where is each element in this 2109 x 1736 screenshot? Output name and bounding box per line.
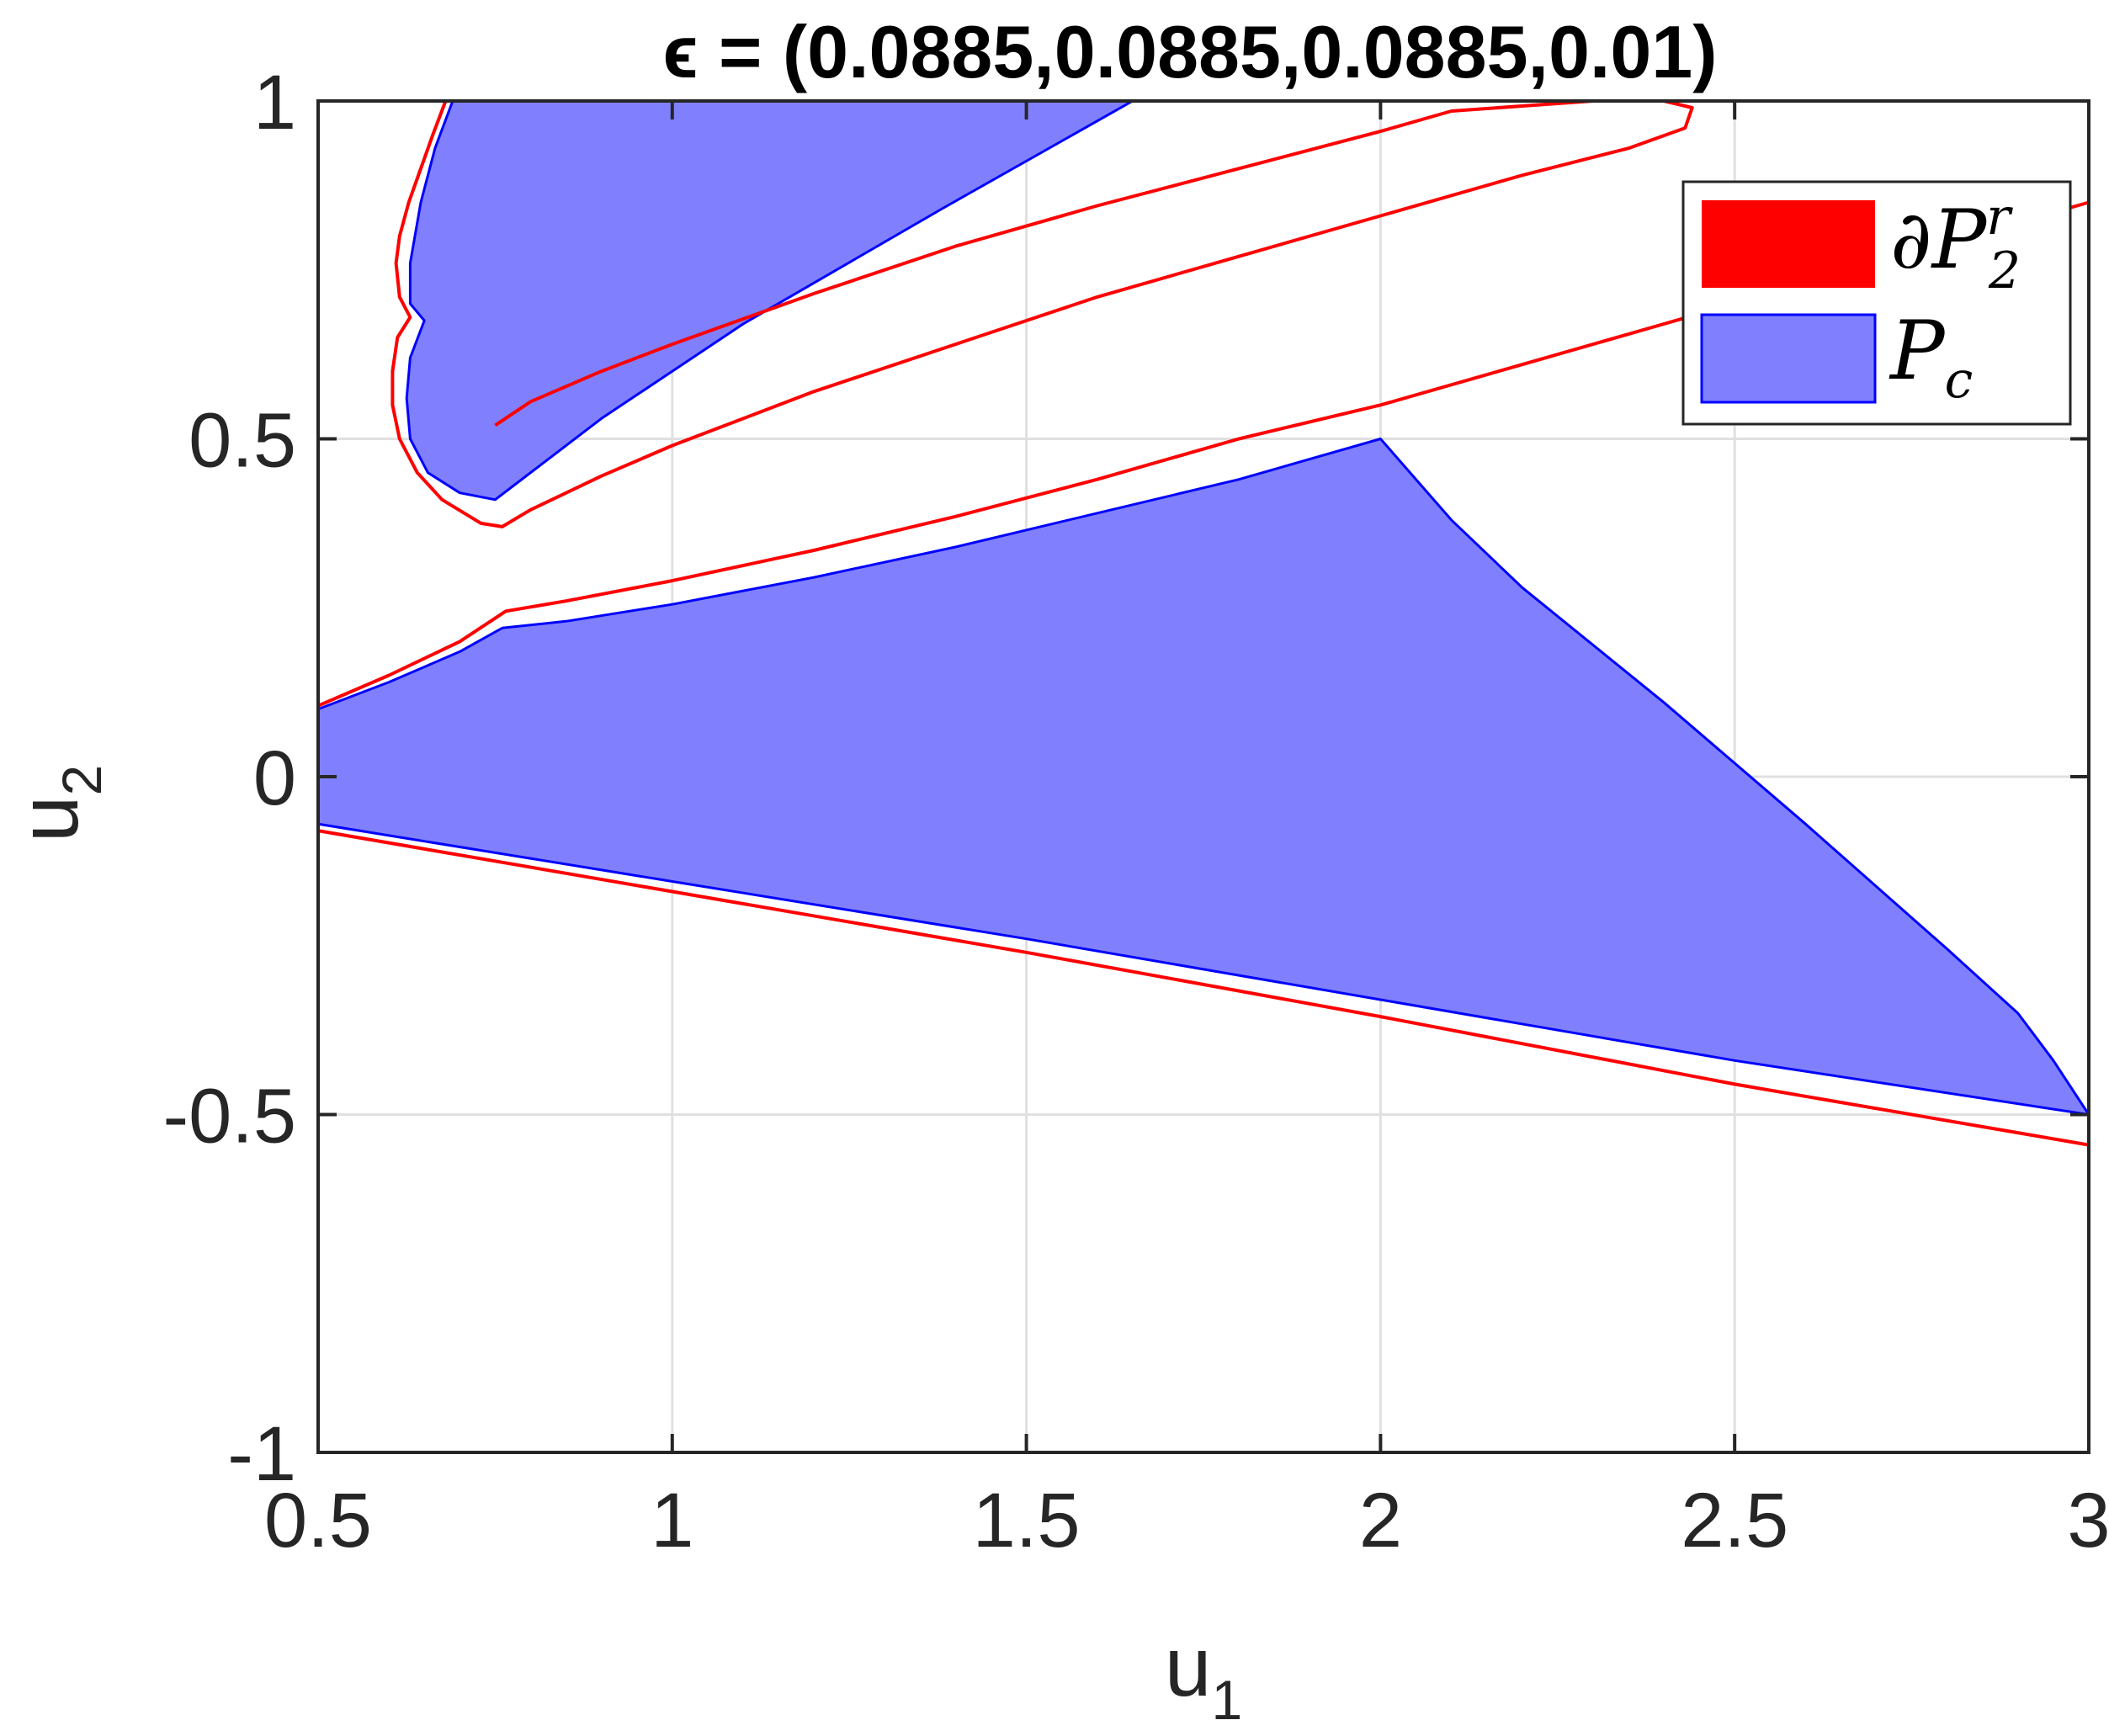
x-axis-label-main: u (1165, 1620, 1212, 1714)
x-tick-label-3: 2 (1359, 1478, 1402, 1563)
legend-label-boundary: ∂Pr 2 (1890, 188, 2021, 300)
legend-label-boundary-sub: 2 (1988, 242, 2021, 300)
y-axis-label-sub: 2 (50, 765, 113, 796)
y-tick-label-0: -1 (227, 1411, 296, 1497)
y-tick-label-4: 1 (253, 60, 296, 146)
y-axis-label-main: u (2, 796, 96, 843)
pc-region-1 (316, 438, 2090, 1116)
y-tick-label-3: 0.5 (189, 398, 296, 484)
chart-title: ϵ = (0.0885,0.0885,0.0885,0.01) (662, 10, 1717, 93)
axis-ticks: 0.5 1 1.5 2 2.5 3 -1 -0.5 0 0.5 1 (162, 60, 2109, 1563)
y-tick-label-1: -0.5 (162, 1074, 296, 1160)
x-tick-label-1: 1 (651, 1478, 693, 1563)
y-tick-label-2: 0 (253, 735, 296, 821)
x-tick-label-0: 0.5 (264, 1478, 372, 1563)
x-axis-label-sub: 1 (1211, 1669, 1242, 1731)
legend-label-boundary-sup: r (1986, 188, 2013, 247)
pc-region-0 (405, 99, 1134, 502)
x-tick-label-2: 1.5 (973, 1478, 1081, 1563)
x-tick-label-5: 3 (2067, 1478, 2109, 1563)
x-axis-label: u1 (1165, 1620, 1242, 1731)
legend-swatch-boundary (1702, 200, 1875, 288)
legend: ∂Pr 2 Pc (1681, 180, 2072, 426)
boundary-curve-0 (390, 99, 1694, 528)
legend-label-pc: Pc (1889, 304, 1973, 410)
x-tick-label-4: 2.5 (1681, 1478, 1788, 1563)
legend-swatch-pc (1700, 313, 1877, 404)
pc-regions (316, 99, 2090, 1116)
legend-label-pc-sub: c (1945, 351, 1974, 410)
legend-label-pc-main: P (1889, 304, 1946, 398)
legend-label-boundary-main: ∂P (1890, 193, 1988, 287)
y-axis-label: u2 (2, 765, 113, 842)
boundary-curve-2 (317, 829, 2090, 1147)
